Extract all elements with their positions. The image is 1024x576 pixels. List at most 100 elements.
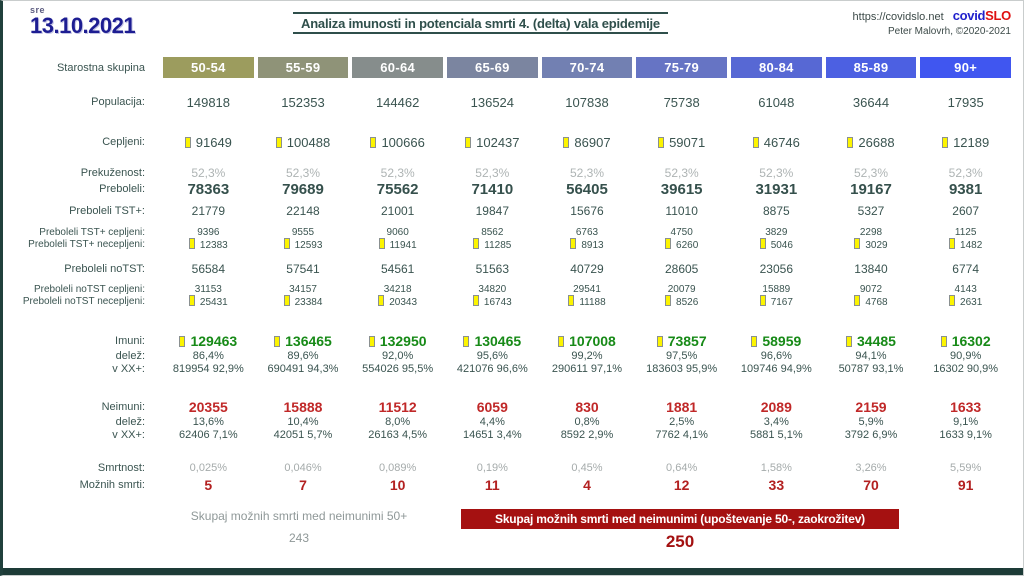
value-cell: 42051 5,7% — [256, 429, 351, 441]
value-cell: 1633 — [918, 399, 1013, 415]
cell-value: 11941 — [389, 240, 417, 251]
cell-value: 0,046% — [284, 462, 322, 474]
value-cell: 34820 — [445, 284, 540, 295]
cell-value: 8592 2,9% — [560, 428, 614, 441]
cell-value: 5,59% — [950, 462, 982, 474]
value-cell: 40729 — [540, 262, 635, 276]
cell-value: 26163 4,5% — [368, 428, 428, 441]
value-cell: 29541 — [540, 284, 635, 295]
row-label: Preboleli TST+ cepljeni: — [39, 226, 145, 238]
cell-value: 6260 — [676, 240, 699, 251]
age-group-header: 85-89 — [825, 57, 917, 78]
value-cell: 5,9% — [824, 416, 919, 428]
value-cell: 8875 — [729, 204, 824, 218]
row-label: Neimuni: — [101, 401, 145, 413]
cell-value: 11 — [484, 477, 500, 493]
cell-value: 29541 — [573, 283, 601, 295]
value-cell: 4143 — [918, 284, 1013, 295]
value-cell: 6763 — [540, 227, 635, 238]
value-cell: 107008 — [540, 333, 635, 349]
cell-value: 0,45% — [571, 462, 603, 474]
total-rounded-banner: Skupaj možnih smrti med neimunimi (upošt… — [461, 509, 899, 529]
value-cell: 11941 — [350, 238, 445, 251]
footer-totals: Skupaj možnih smrti med neimunimi 50+ 24… — [3, 509, 1023, 552]
value-cell: 26163 4,5% — [350, 429, 445, 441]
value-cell: 22148 — [256, 204, 351, 218]
cell-value: 129463 — [190, 333, 238, 349]
cell-value: 62406 7,1% — [178, 428, 238, 441]
cell-value: 34820 — [478, 283, 507, 295]
value-cell: 554026 95,5% — [350, 363, 445, 375]
value-cell: 16302 — [918, 333, 1013, 349]
value-cell: 56584 — [161, 262, 256, 276]
cell-value: 96,6% — [760, 349, 792, 362]
vaccine-icon — [283, 238, 290, 249]
cell-value: 9381 — [948, 180, 983, 198]
value-cell: 9,1% — [918, 416, 1013, 428]
value-cell: 130465 — [445, 333, 540, 349]
value-cell: 4768 — [824, 295, 919, 308]
cell-value: 11010 — [665, 204, 698, 218]
value-cell: 7 — [256, 477, 351, 493]
value-cell: 50787 93,1% — [824, 363, 919, 375]
cell-value: 1482 — [960, 240, 983, 251]
value-cell: 20079 — [634, 284, 729, 295]
value-cell: 819954 92,9% — [161, 363, 256, 375]
cell-value: 14651 3,4% — [462, 428, 522, 441]
value-cell: 152353 — [256, 95, 351, 110]
table-row: Preboleli TST+ cepljeni: 9396 9555 9060 8562… — [3, 226, 1023, 238]
cell-value: 9396 — [197, 226, 220, 238]
cell-value: 20355 — [188, 399, 228, 415]
value-cell: 59071 — [634, 135, 729, 150]
value-cell: 8913 — [540, 238, 635, 251]
value-cell: 91649 — [161, 135, 256, 150]
row-label: Cepljeni: — [102, 136, 145, 148]
table-row: Preboleli TST+ necepljeni: 12383 12593 1194… — [3, 238, 1023, 251]
cell-value: 0,19% — [476, 462, 508, 474]
site-url-link[interactable]: https://covidslo.net — [852, 11, 944, 23]
cell-value: 13,6% — [192, 415, 224, 428]
cell-value: 12 — [673, 477, 690, 493]
value-cell: 71410 — [445, 181, 540, 198]
age-group-header: 55-59 — [257, 57, 349, 78]
cell-value: 421076 96,6% — [456, 362, 528, 375]
cell-value: 8,0% — [385, 415, 411, 428]
cell-value: 102437 — [476, 134, 520, 150]
cell-value: 2089 — [760, 399, 792, 415]
value-cell: 14651 3,4% — [445, 429, 540, 441]
value-cell: 34157 — [256, 284, 351, 295]
cell-value: 52,3% — [853, 166, 888, 180]
table-body: Populacija: 149818 152353 144462 136524 10783… — [3, 94, 1023, 494]
cell-value: 5881 5,1% — [750, 428, 803, 441]
value-cell: 2607 — [918, 204, 1013, 218]
age-group-header: 90+ — [920, 57, 1011, 78]
vaccine-icon — [188, 238, 195, 249]
site-line: https://covidslo.net covidSLO — [852, 7, 1012, 25]
cell-value: 31153 — [194, 283, 222, 295]
value-cell: 12 — [634, 477, 729, 493]
value-cell: 12383 — [161, 238, 256, 251]
row-label: v XX+: — [112, 362, 145, 375]
table-row: Preboleli noTST: 56584 57541 54561 51563 4072… — [3, 262, 1023, 276]
value-cell: 1125 — [918, 227, 1013, 238]
cell-value: 290611 97,1% — [551, 362, 623, 375]
value-cell: 7167 — [729, 295, 824, 308]
value-cell: 100666 — [350, 135, 445, 150]
cell-value: 58959 — [762, 333, 802, 349]
cell-value: 39615 — [660, 180, 703, 198]
cell-value: 91 — [957, 477, 974, 493]
value-cell: 183603 95,9% — [634, 363, 729, 375]
cell-value: 34157 — [289, 283, 317, 295]
value-cell: 290611 97,1% — [540, 363, 635, 375]
cell-value: 52,3% — [759, 166, 794, 180]
value-cell: 17935 — [918, 95, 1013, 110]
cell-value: 0,025% — [189, 462, 227, 474]
cell-value: 56405 — [566, 180, 608, 198]
value-cell: 46746 — [729, 135, 824, 150]
value-cell: 4,4% — [445, 416, 540, 428]
value-cell: 11188 — [540, 295, 635, 308]
vaccine-icon — [568, 295, 575, 306]
cell-value: 1,58% — [760, 462, 792, 474]
cell-value: 20079 — [667, 283, 696, 295]
